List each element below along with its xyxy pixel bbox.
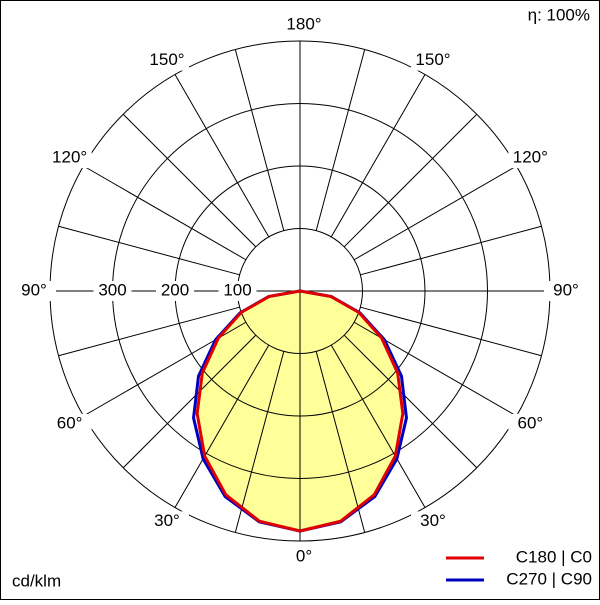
label-bg <box>156 281 194 301</box>
angle-label: 30° <box>420 511 446 530</box>
label-bg <box>278 547 322 567</box>
unit-label: cd/klm <box>12 571 61 590</box>
spoke <box>83 165 247 261</box>
r-tick-label: 200 <box>161 280 189 299</box>
spoke <box>330 344 426 508</box>
light-fill <box>300 291 403 531</box>
spoke <box>315 49 366 231</box>
label-bg <box>47 414 92 434</box>
spoke <box>315 351 366 533</box>
spoke <box>353 165 517 261</box>
legend-label: C180 | C0 <box>516 547 592 566</box>
label-bg <box>508 414 553 434</box>
angle-label: 150° <box>149 50 184 69</box>
label-bg <box>508 148 553 168</box>
spoke <box>174 344 270 508</box>
angle-label: 90° <box>21 280 47 299</box>
marks <box>192 289 408 533</box>
efficiency-label: η: 100% <box>528 5 590 24</box>
spoke <box>360 225 542 276</box>
angle-label: 90° <box>553 280 579 299</box>
spoke <box>234 49 285 231</box>
label-bg <box>93 281 132 301</box>
angle-label: 120° <box>52 147 87 166</box>
label-bg <box>278 15 322 35</box>
spoke <box>122 113 257 248</box>
spoke <box>234 351 285 533</box>
label-bg <box>411 511 455 532</box>
grid <box>49 40 551 542</box>
angle-label: 60° <box>518 413 544 432</box>
angle-label: 150° <box>415 50 450 69</box>
spoke <box>343 113 478 248</box>
spoke <box>343 334 478 469</box>
legend-label: C270 | C90 <box>506 569 592 588</box>
label-bg <box>47 148 92 168</box>
spoke <box>58 306 240 357</box>
spoke <box>58 225 240 276</box>
label-bg <box>145 50 189 71</box>
angle-label: 120° <box>513 147 548 166</box>
angle-label: 30° <box>154 511 180 530</box>
spoke <box>360 306 542 357</box>
label-bg <box>12 281 56 301</box>
curve <box>195 289 301 533</box>
curve <box>299 289 405 533</box>
spoke <box>174 74 270 238</box>
label-bg <box>411 50 455 71</box>
angle-label: 180° <box>286 14 321 33</box>
angle-label: 0° <box>296 546 312 565</box>
label-bg <box>544 281 588 301</box>
r-tick-label: 100 <box>223 280 251 299</box>
angle-label: 60° <box>57 413 83 432</box>
label-bg <box>218 281 257 301</box>
r-tick-label: 300 <box>98 280 126 299</box>
labels: 100 200 300 0° 30° 30° 60° 60° 90° 90° 120° 120° 150… <box>12 14 592 588</box>
spoke <box>122 334 257 469</box>
light-fill <box>197 291 300 531</box>
label-bg <box>145 511 189 532</box>
spoke <box>330 74 426 238</box>
